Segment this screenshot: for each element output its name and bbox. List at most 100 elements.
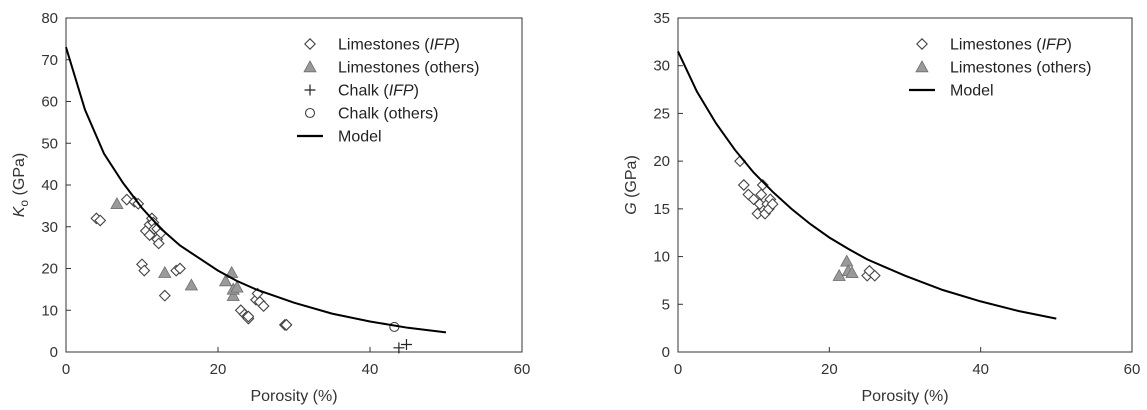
legend-label: Limestones (others) — [950, 60, 1091, 77]
series-limestones-ifp — [734, 155, 881, 282]
legend-label: Model — [338, 129, 382, 146]
data-point — [393, 342, 405, 354]
y-tick-label: 20 — [653, 153, 670, 170]
data-point — [110, 196, 124, 209]
legend-label-part: Limestones (others) — [950, 60, 1091, 77]
x-tick-label: 60 — [514, 361, 531, 378]
y-axis-title: Ko (GPa) — [11, 153, 31, 217]
data-point — [152, 237, 165, 250]
legend-label: Model — [950, 83, 994, 100]
legend-marker — [303, 60, 317, 73]
x-tick-label: 0 — [674, 361, 682, 378]
data-point — [868, 269, 881, 282]
model-curve — [677, 50, 1057, 320]
data-point — [174, 262, 186, 275]
legend-label-part: ) — [454, 37, 459, 54]
x-tick-label: 0 — [62, 361, 70, 378]
legend-label-part: IFP — [389, 83, 414, 100]
data-point — [226, 288, 240, 301]
chart-2: 0 20 40 60 0 5 10 15 20 25 30 35 Porosity (%) G (GPa)… — [623, 10, 1140, 405]
legend-marker — [304, 84, 316, 96]
legend-label-part: ) — [414, 83, 419, 100]
data-point — [756, 179, 769, 191]
data-point — [737, 179, 750, 191]
series-limestones-others — [832, 254, 859, 281]
data-point — [94, 214, 107, 227]
legend-label-part: Chalk (others) — [338, 106, 438, 123]
legend-label-part: Model — [338, 129, 382, 146]
series-limestones-ifp — [90, 193, 293, 331]
y-tick-label: 40 — [41, 177, 58, 194]
y-tick-label: 5 — [662, 296, 670, 313]
legend-label-part: IFP — [1042, 37, 1067, 54]
chart-1: 0 20 40 60 0 10 20 30 40 50 60 70 80 Porosity (%) Ko (… — [11, 10, 530, 405]
data-point — [230, 280, 244, 293]
legend-marker — [915, 60, 929, 73]
data-point — [766, 198, 779, 211]
x-axis-title: Porosity (%) — [250, 388, 337, 405]
x-tick-label: 40 — [362, 361, 379, 378]
x-tick-label: 20 — [821, 361, 838, 378]
y-tick-label: 0 — [662, 344, 670, 361]
y-axis-symbol: K — [11, 205, 28, 217]
y-tick-label: 20 — [41, 261, 58, 278]
legend-label: Limestones (others) — [338, 60, 479, 77]
legend-label: Chalk (IFP) — [338, 83, 419, 100]
series-model — [65, 46, 447, 334]
data-point — [840, 254, 854, 267]
data-point — [280, 318, 293, 331]
y-axis-title: G (GPa) — [623, 155, 640, 215]
legend-label-part: Limestones ( — [950, 37, 1042, 54]
y-tick-label: 50 — [41, 135, 58, 152]
legend-marker — [304, 38, 316, 50]
y-tick-label: 60 — [41, 94, 58, 111]
legend-marker — [916, 38, 928, 50]
y-axis-subscript: o — [17, 200, 31, 207]
legend-marker — [304, 107, 316, 119]
y-tick-label: 30 — [653, 58, 670, 75]
model-curve — [65, 46, 447, 334]
data-point — [845, 265, 859, 278]
data-point — [184, 278, 199, 291]
legend-label-part: IFP — [430, 37, 455, 54]
legend-label-part: Model — [950, 83, 994, 100]
y-tick-label: 30 — [41, 219, 58, 236]
series-limestones-others — [110, 196, 244, 301]
data-point — [242, 310, 255, 323]
data-point — [400, 338, 412, 350]
y-tick-label: 10 — [41, 302, 58, 319]
data-point — [158, 289, 171, 302]
plot-frame — [677, 17, 1133, 353]
data-point — [218, 274, 233, 287]
y-axis-unit: (GPa) — [11, 153, 28, 200]
data-point — [257, 300, 270, 313]
x-tick-label: 20 — [210, 361, 227, 378]
legend-label: Chalk (others) — [338, 106, 438, 123]
series-model — [677, 50, 1057, 320]
legend: Limestones (IFP) Limestones (others) Model — [909, 37, 1091, 100]
legend: Limestones (IFP)Limestones (others)Chalk… — [297, 37, 479, 146]
y-tick-label: 35 — [653, 10, 670, 27]
y-tick-label: 70 — [41, 52, 58, 69]
data-point — [755, 188, 768, 201]
y-tick-label: 80 — [41, 10, 58, 27]
series-chalk-ifp — [393, 338, 412, 354]
y-tick-label: 25 — [653, 105, 670, 122]
x-tick-label: 60 — [1124, 361, 1141, 378]
data-point — [158, 265, 172, 278]
y-tick-label: 0 — [50, 344, 58, 361]
y-axis-symbol: G — [623, 202, 640, 214]
legend-label-part: Limestones ( — [338, 37, 430, 54]
legend-label-part: Limestones (others) — [338, 60, 479, 77]
legend-label: Limestones (IFP) — [338, 37, 460, 54]
legend-label-part: ) — [1066, 37, 1071, 54]
legend-label-part: Chalk ( — [338, 83, 389, 100]
y-axis-unit: (GPa) — [623, 155, 640, 202]
x-axis-title: Porosity (%) — [861, 388, 948, 405]
y-tick-label: 10 — [653, 249, 670, 266]
y-tick-label: 15 — [653, 201, 670, 218]
legend-label: Limestones (IFP) — [950, 37, 1072, 54]
x-tick-label: 40 — [972, 361, 989, 378]
data-point — [138, 264, 151, 277]
